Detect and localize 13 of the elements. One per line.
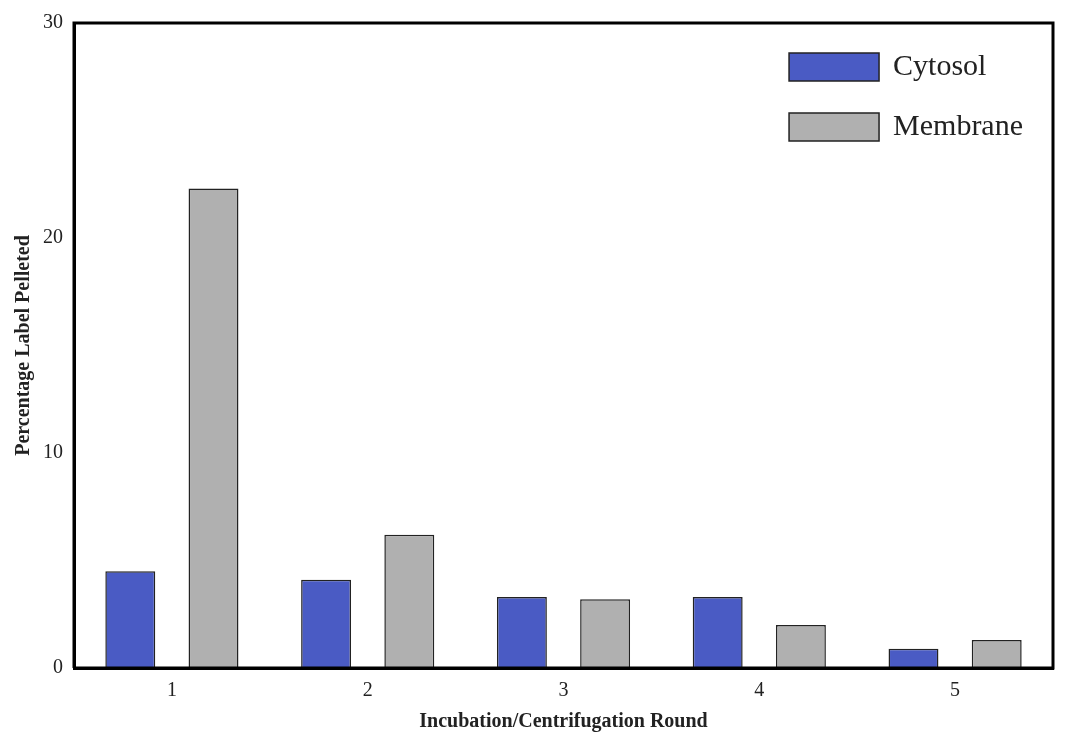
x-tick-label: 1 (166, 678, 177, 701)
y-tick-label: 10 (43, 440, 63, 463)
x-tick-label: 2 (362, 678, 373, 701)
legend-label: Membrane (893, 107, 1024, 141)
y-axis-title: Percentage Label Pelleted (11, 235, 35, 456)
y-tick-label: 20 (43, 225, 63, 248)
x-tick-label: 5 (950, 678, 961, 701)
x-axis-title: Incubation/Centrifugation Round (419, 709, 708, 733)
x-tick-label: 3 (558, 678, 569, 701)
y-tick-label: 0 (53, 655, 63, 678)
y-tick-label: 30 (43, 10, 63, 33)
legend-label: Cytosol (893, 47, 987, 81)
x-tick-label: 4 (754, 678, 765, 701)
